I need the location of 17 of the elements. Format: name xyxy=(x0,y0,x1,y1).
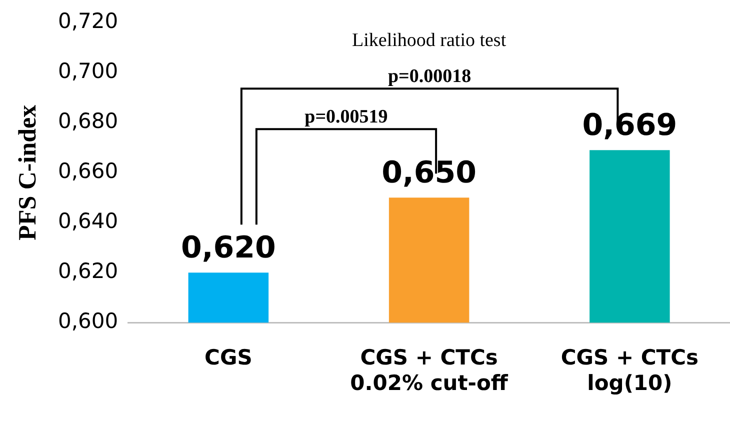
y-tick-label: 0,700 xyxy=(58,59,118,84)
data-label: 0,669 xyxy=(582,108,678,143)
y-tick-label: 0,680 xyxy=(58,109,118,134)
annotation: Likelihood ratio test xyxy=(352,30,507,52)
annotation: p=0.00519 xyxy=(304,106,388,128)
data-label: 0,620 xyxy=(180,230,276,266)
y-tick-label: 0,620 xyxy=(58,259,118,284)
x-tick-label: CGS xyxy=(204,346,252,370)
y-tick-label: 0,640 xyxy=(58,209,118,234)
x-tick-label: CGS + CTCs log(10) xyxy=(560,346,699,395)
y-tick-label: 0,660 xyxy=(58,159,118,184)
x-tick-label: CGS + CTCs 0.02% cut-off xyxy=(350,346,509,395)
data-label: 0,650 xyxy=(382,155,477,190)
y-tick-label: 0,600 xyxy=(58,309,118,334)
y-tick-label: 0,720 xyxy=(58,9,118,34)
annotation: p=0.00018 xyxy=(388,66,472,88)
y-axis-title: PFS C-index xyxy=(14,104,42,240)
